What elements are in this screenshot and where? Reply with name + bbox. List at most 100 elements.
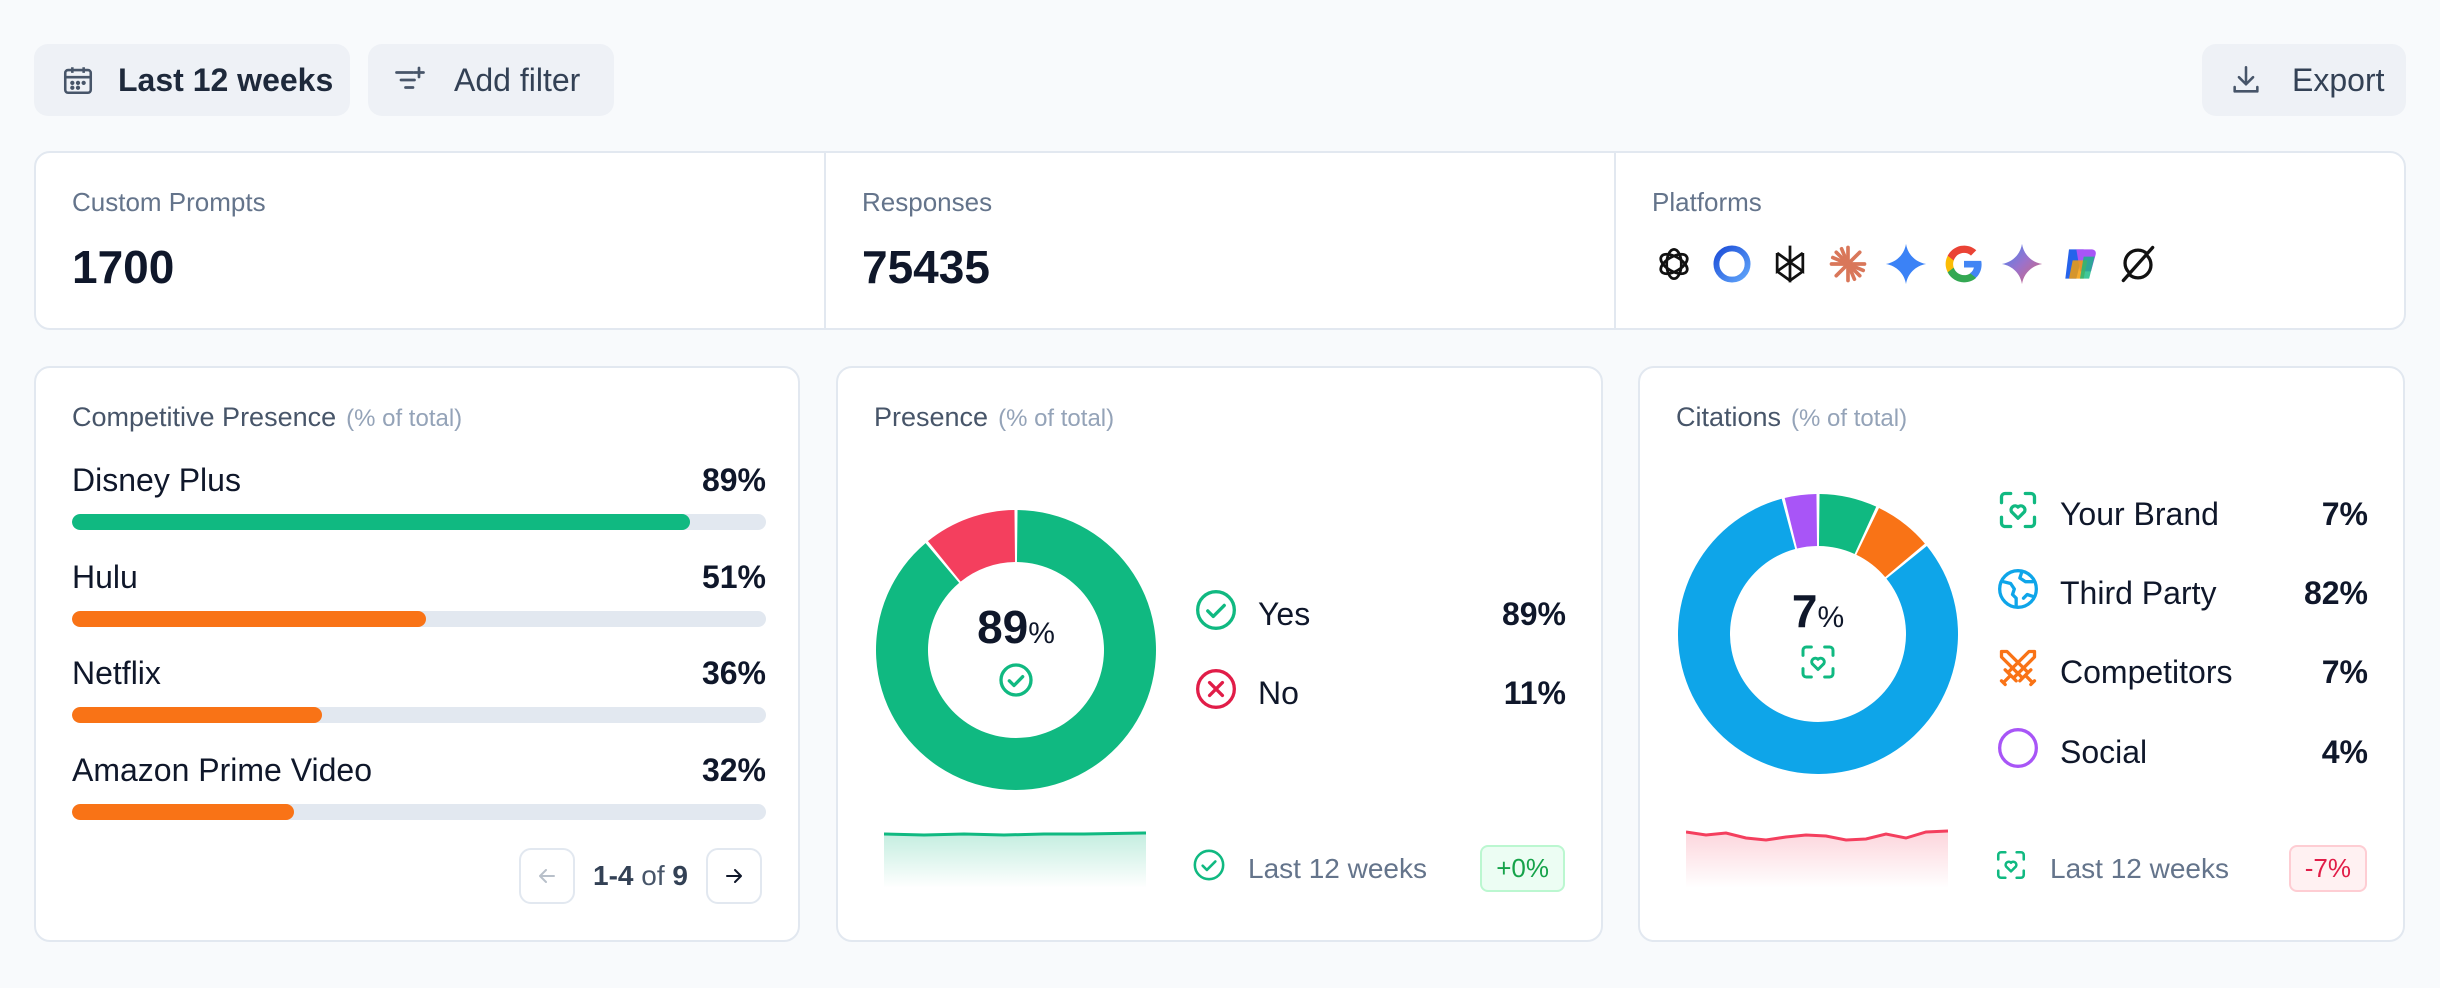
- citations-footer: Last 12 weeks: [1994, 848, 2229, 889]
- competitor-row: Netflix 36%: [72, 655, 766, 723]
- footer-label: Last 12 weeks: [1248, 852, 1427, 884]
- change-badge: +0%: [1480, 845, 1565, 892]
- date-range-button[interactable]: Last 12 weeks: [34, 44, 350, 116]
- arrow-right-icon: [726, 869, 742, 883]
- donut-center: 7%: [1676, 584, 1960, 687]
- microsoft-copilot-icon[interactable]: [2058, 242, 2102, 286]
- donut-segment-yes[interactable]: [876, 510, 1156, 790]
- donut-segment-your-brand[interactable]: [1818, 494, 1877, 554]
- progress-bar: [72, 707, 766, 723]
- x-circle-icon: [1194, 667, 1238, 719]
- pagination: 1-4 of 9: [519, 848, 762, 904]
- check-circle-icon: [874, 660, 1158, 705]
- competitor-name: Disney Plus: [72, 462, 241, 498]
- card-title: Citations (% of total): [1676, 402, 1908, 432]
- donut-segment-third-party[interactable]: [1678, 498, 1958, 774]
- stat-custom-prompts: Custom Prompts 1700: [36, 153, 824, 328]
- donut-center: 89%: [874, 600, 1158, 705]
- stat-value: 1700: [72, 241, 175, 293]
- legend-value: 7%: [2321, 495, 2368, 532]
- citations-card: Citations (% of total) 7% Your Brand 7% T…: [1638, 366, 2405, 942]
- legend-value: 89%: [1501, 595, 1566, 632]
- add-filter-label: Add filter: [454, 61, 581, 98]
- stat-responses: Responses 75435: [824, 153, 1614, 328]
- progress-bar: [72, 611, 766, 627]
- competitor-row: Amazon Prime Video 32%: [72, 752, 766, 820]
- progress-fill: [72, 611, 426, 627]
- legend-value: 11%: [1503, 674, 1566, 711]
- globe-icon: [1996, 567, 2040, 619]
- legend-label: Your Brand: [2060, 495, 2219, 532]
- presence-card: Presence (% of total) 89% Yes 89% No 11% …: [836, 366, 1603, 942]
- platform-icons: [1652, 242, 2404, 286]
- legend-label: Social: [2060, 733, 2148, 770]
- legend-label: Third Party: [2060, 574, 2217, 611]
- export-button[interactable]: Export: [2202, 44, 2406, 116]
- stat-label: Responses: [862, 187, 993, 217]
- legend-value: 4%: [2321, 733, 2368, 770]
- competitor-name: Amazon Prime Video: [72, 752, 372, 788]
- progress-fill: [72, 707, 322, 723]
- progress-bar: [72, 514, 766, 530]
- page-indicator: 1-4 of 9: [593, 860, 688, 891]
- export-label: Export: [2292, 61, 2385, 98]
- legend-item-yes: Yes 89%: [1194, 588, 1566, 640]
- legend-item-your-brand: Your Brand 7%: [1996, 488, 2368, 540]
- legend-label: Competitors: [2060, 653, 2233, 690]
- footer-label: Last 12 weeks: [2050, 852, 2229, 884]
- check-circle-icon: [1194, 588, 1238, 640]
- change-badge: -7%: [2288, 845, 2367, 892]
- stat-value: 75435: [862, 241, 990, 293]
- competitor-pct: 89%: [701, 462, 766, 498]
- heart-scan-icon: [1996, 488, 2040, 540]
- check-circle-icon: [1192, 848, 1226, 889]
- gemini-sparkle-icon[interactable]: [2000, 242, 2044, 286]
- stat-platforms: Platforms: [1614, 153, 2404, 328]
- legend-item-third-party: Third Party 82%: [1996, 567, 2368, 619]
- legend-label: No: [1258, 674, 1299, 711]
- openai-icon[interactable]: [1652, 242, 1696, 286]
- grok-icon[interactable]: [2116, 242, 2160, 286]
- legend-item-no: No 11%: [1194, 667, 1566, 719]
- progress-fill: [72, 514, 690, 530]
- donut-segment-social[interactable]: [1784, 494, 1818, 549]
- filter-add-icon: [390, 60, 430, 100]
- stats-panel: Custom Prompts 1700 Responses 75435 Plat…: [34, 151, 2406, 330]
- legend-value: 82%: [2303, 574, 2368, 611]
- copilot-ring-icon[interactable]: [1710, 242, 1754, 286]
- competitor-pct: 32%: [701, 752, 766, 788]
- google-icon[interactable]: [1942, 242, 1986, 286]
- claude-icon[interactable]: [1826, 242, 1870, 286]
- presence-donut: 89%: [874, 508, 1158, 792]
- donut-segment-competitors[interactable]: [1856, 507, 1925, 578]
- swords-icon: [1996, 646, 2040, 698]
- perplexity-icon[interactable]: [1768, 242, 1812, 286]
- card-title: Presence (% of total): [874, 402, 1115, 432]
- add-filter-button[interactable]: Add filter: [368, 44, 614, 116]
- competitor-name: Hulu: [72, 559, 138, 595]
- next-page-button[interactable]: [706, 848, 762, 904]
- donut-chart: [1678, 494, 1958, 774]
- competitor-name: Netflix: [72, 655, 161, 691]
- prev-page-button[interactable]: [519, 848, 576, 904]
- legend-item-competitors: Competitors 7%: [1996, 646, 2368, 698]
- citations-donut: 7%: [1676, 492, 1960, 776]
- competitor-pct: 36%: [701, 655, 766, 691]
- card-title: Competitive Presence (% of total): [72, 402, 463, 432]
- legend-value: 7%: [2321, 653, 2368, 690]
- heart-scan-icon: [1676, 642, 1960, 687]
- presence-footer: Last 12 weeks: [1192, 848, 1427, 889]
- competitor-row: Hulu 51%: [72, 559, 766, 627]
- date-range-label: Last 12 weeks: [118, 61, 334, 98]
- competitive-presence-card: Competitive Presence (% of total) Disney …: [34, 366, 800, 942]
- donut-segment-no[interactable]: [927, 510, 1016, 582]
- presence-sparkline: [884, 831, 1146, 888]
- stat-label: Platforms: [1652, 187, 1762, 217]
- circle-icon: [1996, 726, 2040, 778]
- competitor-pct: 51%: [701, 559, 766, 595]
- toolbar: Last 12 weeks Add filter Export: [34, 44, 2406, 116]
- gemini-icon[interactable]: [1884, 242, 1928, 286]
- download-icon: [2226, 60, 2266, 100]
- progress-bar: [72, 804, 766, 820]
- progress-fill: [72, 804, 295, 820]
